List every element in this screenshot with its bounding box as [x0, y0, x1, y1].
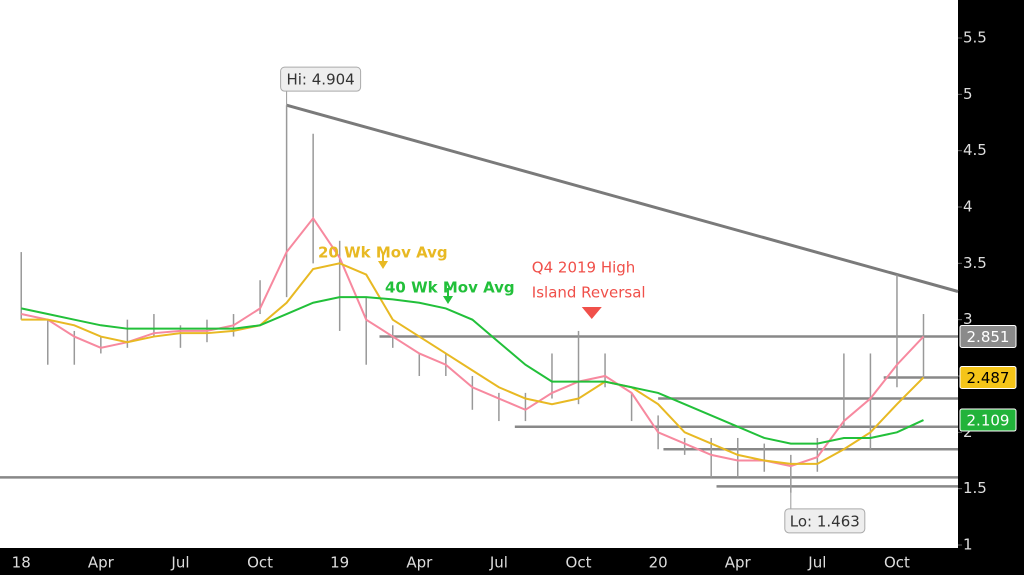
last-value-label: 2.109 [967, 412, 1010, 430]
ma-line [21, 262, 925, 465]
y-tick-label: 4.5 [963, 141, 987, 159]
annotation-text: Island Reversal [532, 284, 646, 302]
label-arrow [378, 253, 388, 269]
x-tick-label: Jul [489, 554, 508, 572]
hi-box [280, 66, 362, 92]
last-value-label: 2.487 [967, 369, 1010, 387]
x-tick-label: 19 [330, 554, 349, 572]
hi-label: Hi: 4.904 [286, 71, 354, 89]
y-tick-label: 5 [963, 85, 973, 103]
annotation-marker [581, 307, 602, 319]
y-tick-label: 3.5 [963, 254, 987, 272]
x-tick-label: Oct [884, 554, 910, 572]
x-tick-label: Jul [170, 554, 189, 572]
last-value-label: 2.851 [967, 328, 1010, 346]
x-tick-label: Apr [406, 554, 433, 572]
x-tick-label: Oct [566, 554, 592, 572]
annotation-text: Q4 2019 High [532, 259, 636, 277]
series-label: 20 Wk Mov Avg [318, 244, 448, 262]
y-tick-label: 5.5 [963, 29, 987, 47]
lo-box [784, 508, 866, 534]
last-value-tag [959, 365, 1017, 389]
last-value-tag [959, 408, 1017, 432]
x-tick-label: Apr [725, 554, 752, 572]
lo-label: Lo: 1.463 [790, 512, 860, 530]
trendline [286, 103, 959, 293]
series-label: 40 Wk Mov Avg [385, 279, 515, 297]
y-axis-panel [958, 0, 1024, 575]
x-tick-label: 20 [649, 554, 668, 572]
last-value-tag [959, 324, 1017, 348]
ma-line [21, 296, 924, 445]
y-tick-label: 2 [963, 423, 973, 441]
x-tick-label: Jul [807, 554, 826, 572]
y-tick-label: 1.5 [963, 479, 987, 497]
x-tick-label: 18 [12, 554, 31, 572]
y-tick-label: 1 [963, 536, 973, 554]
label-arrow [443, 288, 453, 304]
y-tick-label: 4 [963, 198, 973, 216]
y-tick-label: 3 [963, 310, 973, 328]
ma-line [21, 216, 925, 468]
x-axis-panel [0, 548, 1024, 575]
x-tick-label: Oct [247, 554, 273, 572]
x-tick-label: Apr [88, 554, 115, 572]
